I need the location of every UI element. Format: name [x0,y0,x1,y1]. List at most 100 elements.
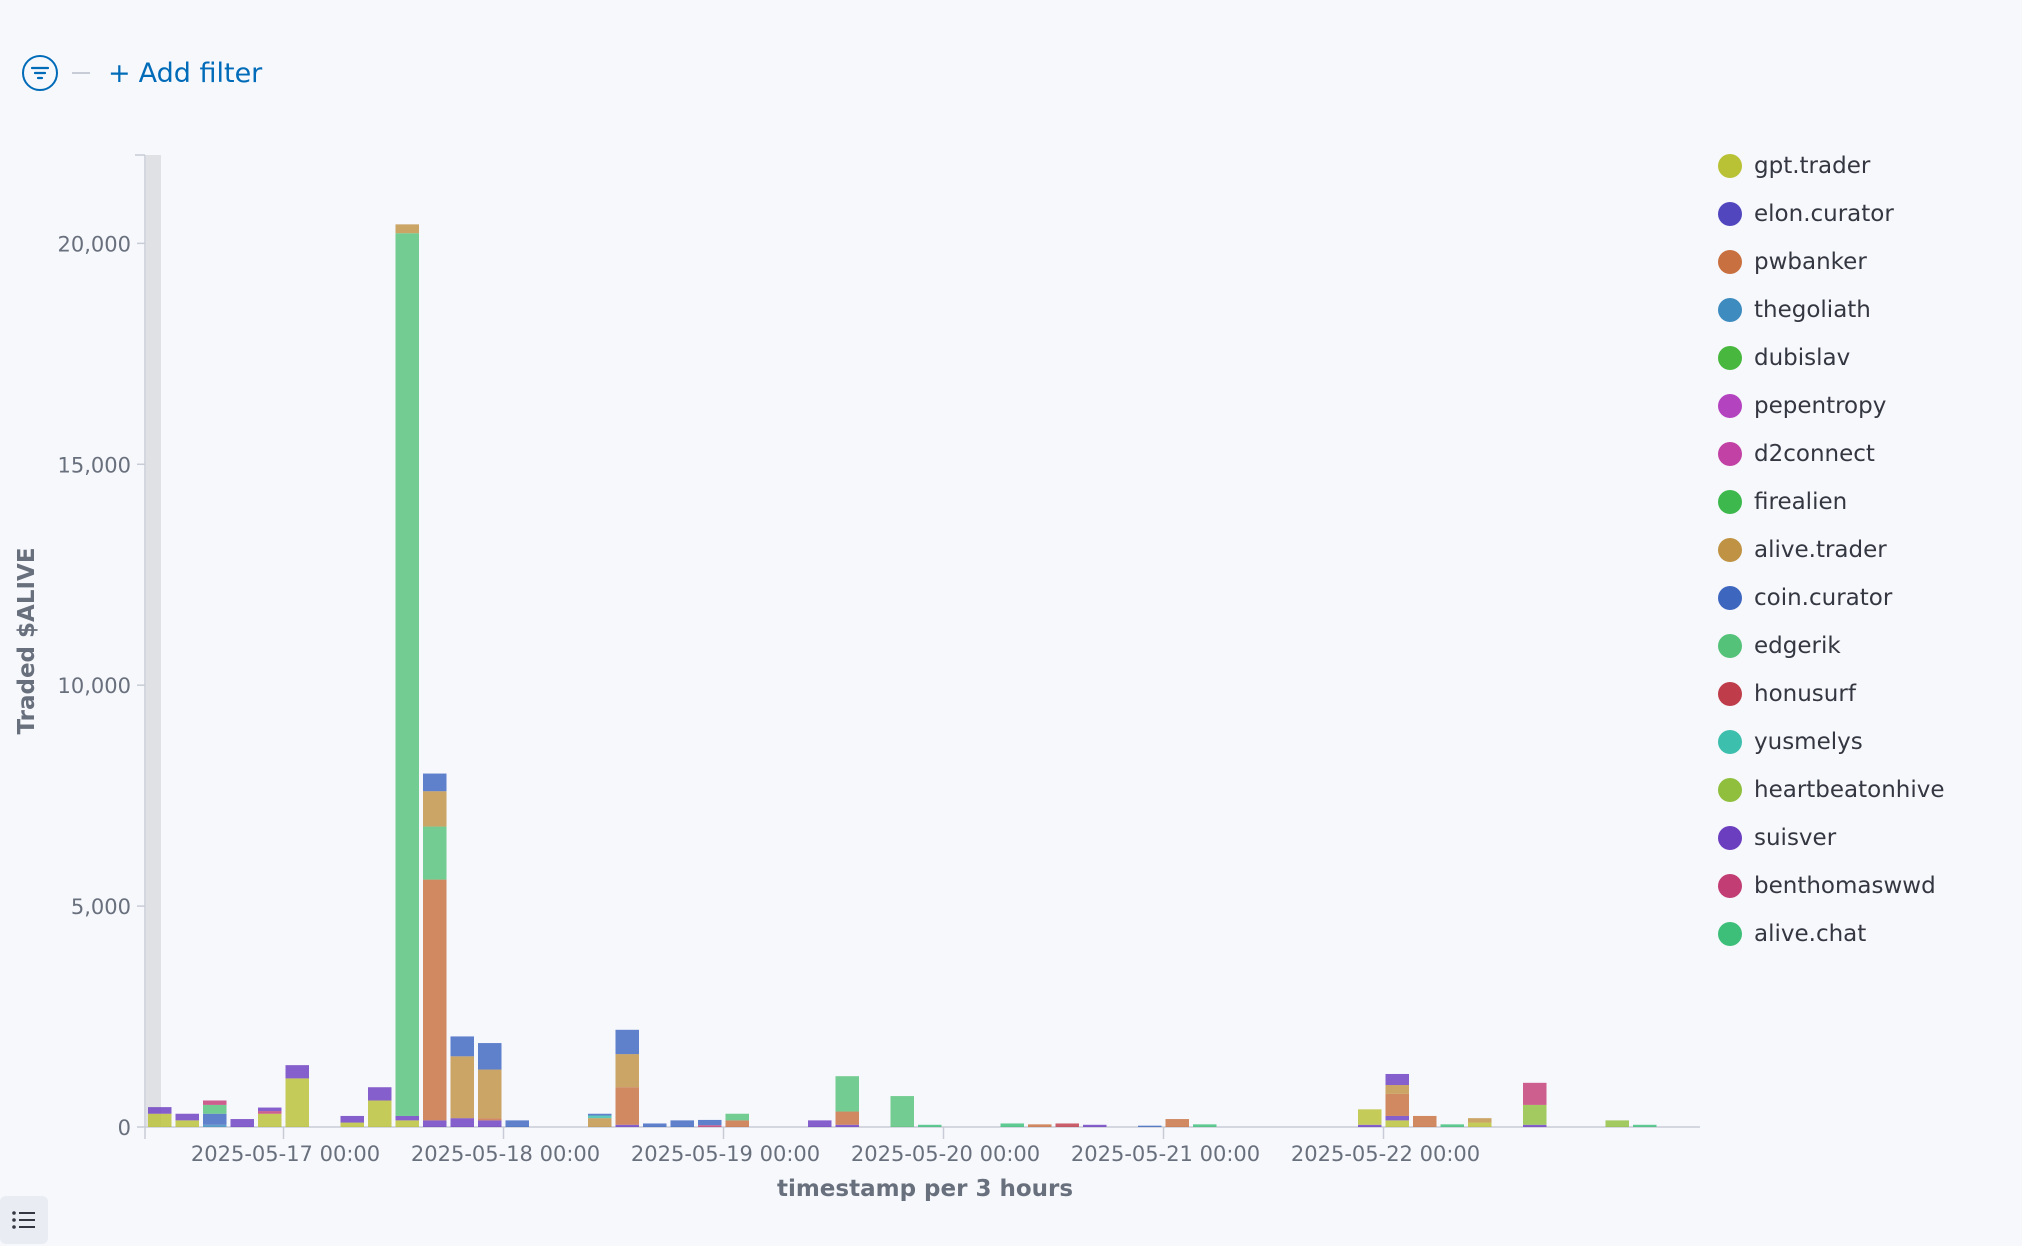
legend-color-dot [1718,394,1742,418]
legend-label: d2connect [1754,441,1875,467]
legend-color-dot [1718,202,1742,226]
legend-item[interactable]: pwbanker [1718,238,1945,286]
legend-item[interactable]: coin.curator [1718,574,1945,622]
bar-segment: suisver: 100 [395,1115,419,1121]
legend-color-dot [1718,346,1742,370]
legend-color-dot [1718,778,1742,802]
y-tick-label: 15,000 [58,453,131,477]
legend-color-dot [1718,682,1742,706]
add-filter-button[interactable]: + Add filter [108,58,262,89]
x-tick-label: 2025-05-22 00:00 [1291,1142,1480,1166]
legend-item[interactable]: heartbeatonhive [1718,766,1945,814]
legend-label: dubislav [1754,345,1851,371]
bar-segment: coin.curator: 400 [423,773,447,792]
legend-color-dot [1718,298,1742,322]
bar-segment: suisver: 150 [478,1120,502,1127]
bar-segment: coin.curator: 40 [588,1113,612,1116]
bar-segment: heartbeatonhive: 150 [1605,1120,1629,1127]
legend-color-dot [1718,154,1742,178]
legend-item[interactable]: edgerik [1718,622,1945,670]
bar-segment: alive.trader: 100 [1468,1118,1492,1123]
bar-segment: suisver: 250 [1385,1073,1409,1086]
bar-segment: alive.trader: 1100 [478,1069,502,1119]
bar-segment: suisver: 200 [450,1118,474,1127]
bar-segment: suisver: 150 [423,1120,447,1127]
bar-segment: suisver: 50 [1083,1124,1107,1127]
bar-segment: alive.chat: 60 [1193,1124,1217,1127]
bar-segment: coin.curator: 250 [203,1113,227,1125]
filter-separator [72,72,90,74]
legend-color-dot [1718,490,1742,514]
bar-segment: gpt.trader: 350 [1358,1109,1382,1125]
x-tick-label: 2025-05-18 00:00 [411,1142,600,1166]
legend-label: yusmelys [1754,729,1863,755]
bar-segment: edgerik: 150 [725,1113,749,1121]
legend-label: pepentropy [1754,393,1887,419]
bar-segment: suisver: 50 [1358,1124,1382,1127]
bar-segment: alive.trader: 750 [615,1054,639,1088]
bar-segment: suisver: 180 [230,1119,254,1127]
bar-segment: alive.trader: 800 [423,791,447,827]
legend-item[interactable]: honusurf [1718,670,1945,718]
bar-segment: coin.curator: 600 [478,1043,502,1070]
bar-segment: edgerik: 700 [890,1096,914,1127]
x-axis-title: timestamp per 3 hours [777,1176,1073,1202]
legend-item[interactable]: benthomaswwd [1718,862,1945,910]
bar-segment: edgerik: 800 [835,1076,859,1112]
bar-segment: suisver: 150 [340,1115,364,1123]
legend-color-dot [1718,922,1742,946]
legend-label: heartbeatonhive [1754,777,1945,803]
legend-label: gpt.trader [1754,153,1871,179]
legend-label: benthomaswwd [1754,873,1936,899]
list-icon[interactable] [0,1196,48,1244]
bar-segment: alive.chat: 80 [1000,1123,1024,1127]
bar-segment: suisver: 300 [368,1087,392,1101]
plus-icon: + [108,57,131,89]
bar-segment: pwbanker: 5450 [423,879,447,1121]
range-band [146,155,161,1127]
bar-segment: yusmelys: 60 [588,1115,612,1119]
bar-segment: suisver: 80 [258,1107,282,1112]
bar-segment: alive.trader: 200 [395,224,419,234]
bar-segment: suisver: 50 [615,1124,639,1127]
bar-segment: coin.curator: 80 [643,1123,667,1127]
bar-segment: benthomaswwd: 500 [1523,1082,1547,1105]
legend-item[interactable]: thegoliath [1718,286,1945,334]
legend-item[interactable]: gpt.trader [1718,142,1945,190]
legend-color-dot [1718,730,1742,754]
bar-segment: gpt.trader: 100 [1468,1122,1492,1127]
y-tick-label: 20,000 [58,232,131,256]
legend-item[interactable]: pepentropy [1718,382,1945,430]
legend-label: coin.curator [1754,585,1893,611]
bar-segment: edgerik: 200 [203,1104,227,1114]
bar-segment: gpt.trader: 150 [395,1120,419,1127]
bar-segment: coin.curator: 550 [615,1029,639,1055]
legend-color-dot [1718,538,1742,562]
bar-segment: benthomaswwd: 60 [258,1111,282,1114]
legend-item[interactable]: alive.trader [1718,526,1945,574]
legend-color-dot [1718,634,1742,658]
bar-segment: benthomaswwd: 40 [698,1125,722,1127]
bar-segment: pwbanker: 180 [1165,1119,1189,1127]
legend-item[interactable]: firealien [1718,478,1945,526]
bar-segment: pwbanker: 850 [615,1087,639,1125]
legend-item[interactable]: elon.curator [1718,190,1945,238]
legend-item[interactable]: alive.chat [1718,910,1945,958]
bar-segment: coin.curator: 120 [698,1119,722,1126]
legend-item[interactable]: suisver [1718,814,1945,862]
filter-icon[interactable] [22,55,58,91]
bar-segment: pwbanker: 500 [1385,1093,1409,1116]
bar-segment: alive.chat: 50 [1633,1124,1657,1127]
bar-segment: pwbanker: 60 [1028,1124,1052,1127]
bar-segment: alive.trader: 200 [1385,1085,1409,1094]
stacked-bar-chart: 0 5,000 10,000 15,000 20,000 2025-05-17 00:00… [14,154,1700,1202]
legend-color-dot [1718,874,1742,898]
legend-item[interactable]: yusmelys [1718,718,1945,766]
bar-segment: gpt.trader: 600 [368,1100,392,1127]
y-tick-label: 0 [118,1116,131,1140]
bar-segment: gpt.trader: 300 [258,1113,282,1127]
legend-item[interactable]: dubislav [1718,334,1945,382]
legend-item[interactable]: d2connect [1718,430,1945,478]
legend-color-dot [1718,826,1742,850]
bar-segment: suisver: 50 [1523,1124,1547,1127]
